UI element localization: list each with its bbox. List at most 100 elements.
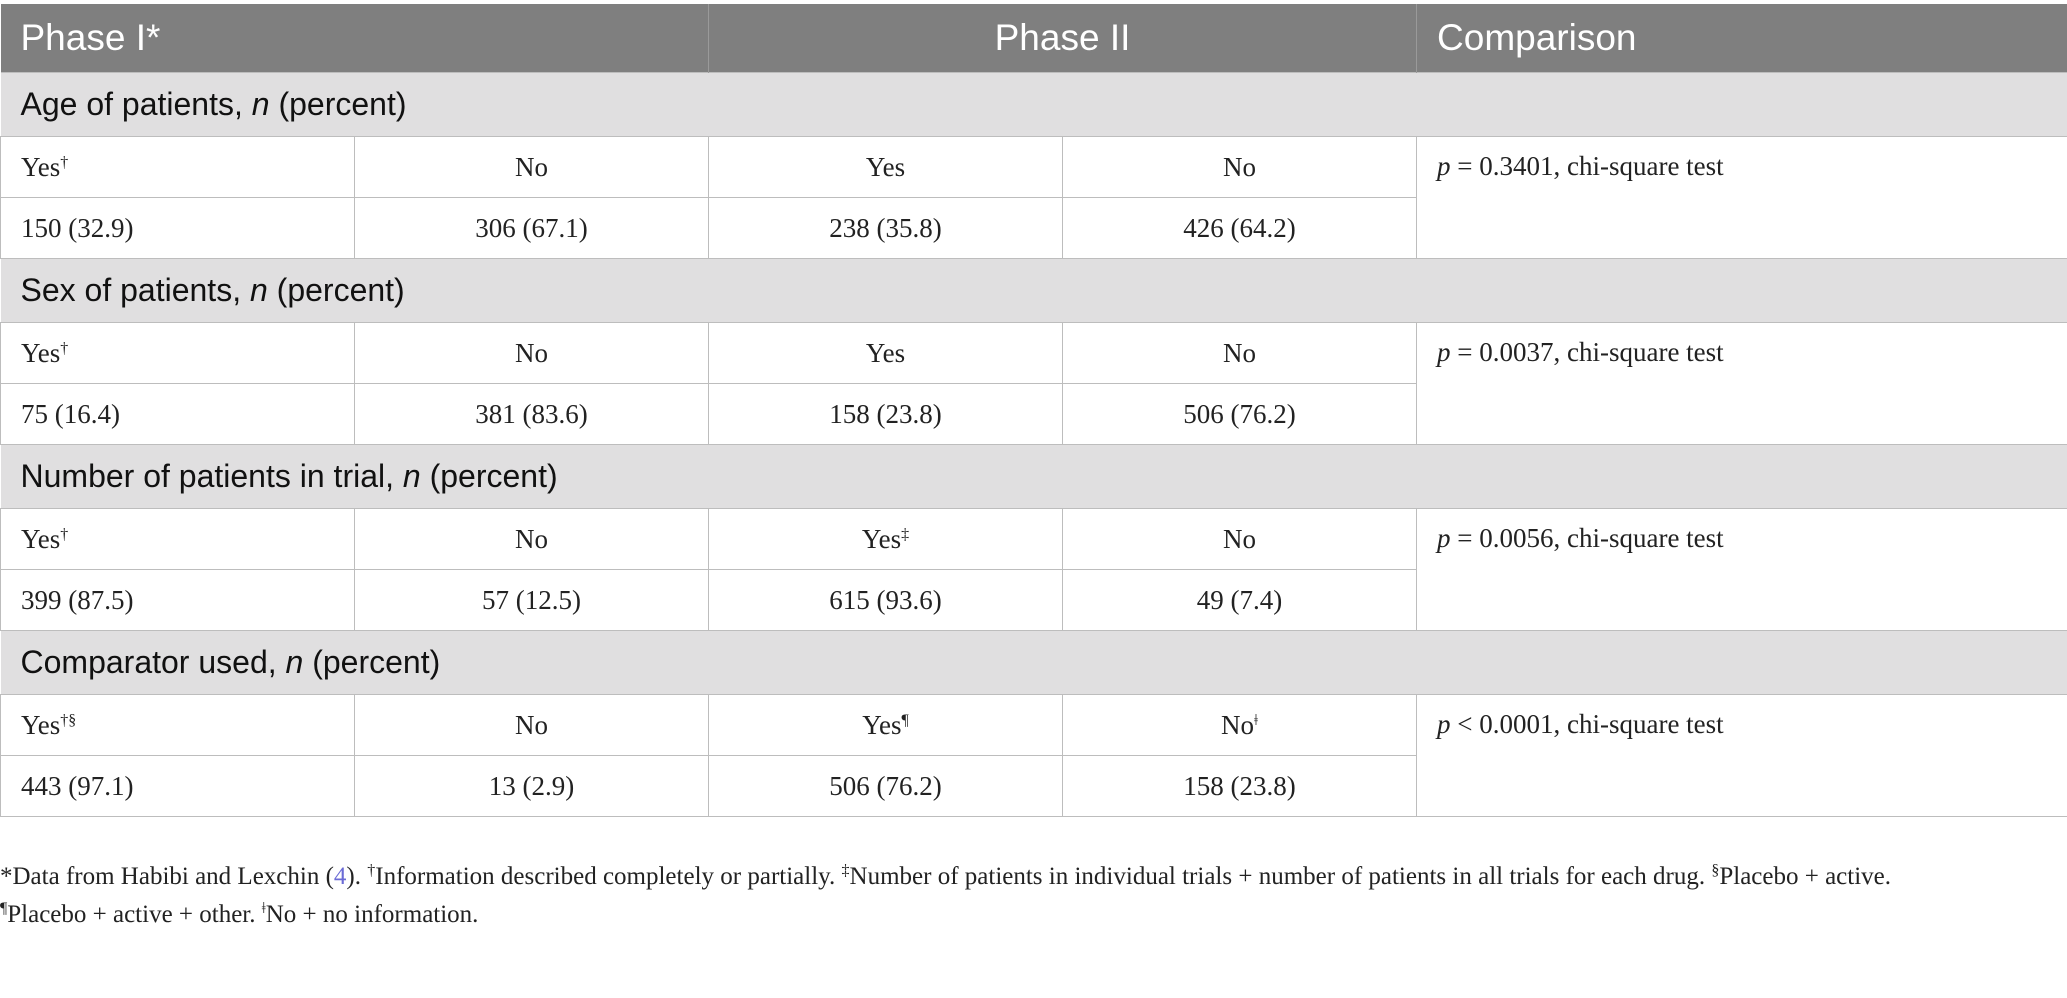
value-cell: 615 (93.6) <box>708 569 1063 631</box>
label-footnote-mark: †§ <box>60 711 77 729</box>
reference-link[interactable]: 4 <box>333 863 347 890</box>
comparison-text: = 0.0037, chi-square test <box>1450 337 1724 367</box>
value-cell: 57 (12.5) <box>354 569 709 631</box>
label-footnote-mark: † <box>60 525 69 543</box>
comparison-cell: p = 0.3401, chi-square test <box>1416 136 2067 259</box>
label-text: Yes <box>865 337 906 368</box>
comparison-cell: p < 0.0001, chi-square test <box>1416 694 2067 817</box>
value-cell: 238 (35.8) <box>708 197 1063 259</box>
section-title: Comparator used, n (percent) <box>0 630 2067 695</box>
section-row: Sex of patients, n (percent) <box>0 258 2067 323</box>
section-title-suffix: (percent) <box>267 272 405 308</box>
label-footnote-mark: ‡ <box>901 525 910 543</box>
label-text: Yes <box>21 337 61 368</box>
section-title-text: Number of patients in trial, <box>20 458 403 494</box>
label-text: No <box>515 709 548 740</box>
label-cell: No <box>354 508 709 570</box>
section-row: Age of patients, n (percent) <box>0 72 2067 137</box>
label-cell: Yes‡ <box>708 508 1063 570</box>
footnote-part4: Number of patients in individual trials … <box>849 863 1712 890</box>
label-row: Yes† No Yes No p = 0.0037, chi-square test <box>0 322 2067 445</box>
p-label: p <box>1437 337 1451 367</box>
footnote-part5: Placebo + active. <box>1719 863 1892 890</box>
section-title-suffix: (percent) <box>303 644 441 680</box>
value-cell: 381 (83.6) <box>354 383 709 445</box>
label-cell: No <box>354 136 709 198</box>
label-cell: No <box>1061 508 1418 570</box>
value-cell: 306 (67.1) <box>354 197 709 259</box>
section-title-suffix: (percent) <box>269 86 407 122</box>
section-title: Sex of patients, n (percent) <box>0 258 2067 323</box>
value-row: 399 (87.5) 57 (12.5) 615 (93.6) 49 (7.4) <box>0 569 2067 631</box>
label-text: No <box>1221 709 1255 740</box>
footnote-part6: Placebo + active + other. <box>7 901 262 928</box>
label-footnote-mark: ǂ <box>1254 711 1258 729</box>
label-text: No <box>515 523 548 554</box>
section-title-suffix: (percent) <box>420 458 558 494</box>
label-text: Yes <box>861 523 902 554</box>
footnote-part7: No + no information. <box>265 901 479 928</box>
label-footnote-mark: ¶ <box>901 711 909 729</box>
label-text: Yes <box>21 709 61 740</box>
footnote-part3: Information described completely or part… <box>375 863 842 890</box>
label-cell: Yes† <box>0 322 355 384</box>
label-text: No <box>515 337 548 368</box>
comparison-table: Phase I* Phase II Comparison Age of pati… <box>0 4 2067 817</box>
comparison-text: = 0.3401, chi-square test <box>1450 151 1724 181</box>
value-row: 75 (16.4) 381 (83.6) 158 (23.8) 506 (76.2) <box>0 383 2067 445</box>
label-cell: No <box>354 694 709 756</box>
label-footnote-mark: † <box>60 153 69 171</box>
label-cell: Yes¶ <box>708 694 1063 756</box>
table-footnote: *Data from Habibi and Lexchin (4). †Info… <box>0 858 2060 934</box>
section-title-text: Comparator used, <box>20 644 286 680</box>
header-phase-1: Phase I* <box>0 4 709 73</box>
label-text: Yes <box>21 151 61 182</box>
label-cell: Yes† <box>0 136 355 198</box>
footnote-pilcrow: ¶ <box>0 900 8 917</box>
label-text: Yes <box>21 523 61 554</box>
label-text: Yes <box>865 151 906 182</box>
section-row: Number of patients in trial, n (percent) <box>0 444 2067 509</box>
label-cell: Yes†§ <box>0 694 355 756</box>
label-row: Yes† No Yes No p = 0.3401, chi-square test <box>0 136 2067 259</box>
label-cell: Noǂ <box>1061 694 1418 756</box>
value-cell: 399 (87.5) <box>0 569 355 631</box>
label-row: Yes†§ No Yes¶ Noǂ p < 0.0001, chi-square tes… <box>0 694 2067 817</box>
value-cell: 158 (23.8) <box>708 383 1063 445</box>
value-cell: 158 (23.8) <box>1061 755 1418 817</box>
label-cell: No <box>1061 322 1418 384</box>
label-footnote-mark: † <box>60 339 69 357</box>
label-text: No <box>515 151 548 182</box>
comparison-cell: p = 0.0056, chi-square test <box>1416 508 2067 631</box>
header-row: Phase I* Phase II Comparison <box>0 4 2067 73</box>
p-label: p <box>1437 151 1451 181</box>
label-cell: No <box>354 322 709 384</box>
value-cell: 13 (2.9) <box>354 755 709 817</box>
value-cell: 150 (32.9) <box>0 197 355 259</box>
section-row: Comparator used, n (percent) <box>0 630 2067 695</box>
section-title-text: Age of patients, <box>20 86 252 122</box>
section-title: Number of patients in trial, n (percent) <box>0 444 2067 509</box>
value-cell: 506 (76.2) <box>1061 383 1418 445</box>
section-title-n: n <box>249 272 268 308</box>
value-cell: 443 (97.1) <box>0 755 355 817</box>
comparison-text: = 0.0056, chi-square test <box>1450 523 1724 553</box>
value-row: 443 (97.1) 13 (2.9) 506 (76.2) 158 (23.8) <box>0 755 2067 817</box>
comparison-cell: p = 0.0037, chi-square test <box>1416 322 2067 445</box>
section-title-text: Sex of patients, <box>20 272 250 308</box>
footnote-part2: ). <box>346 863 368 890</box>
footnote-ddagger: ‡ <box>841 862 850 879</box>
label-cell: Yes† <box>0 508 355 570</box>
value-cell: 506 (76.2) <box>708 755 1063 817</box>
value-cell: 49 (7.4) <box>1061 569 1418 631</box>
comparison-text: < 0.0001, chi-square test <box>1450 709 1724 739</box>
value-cell: 426 (64.2) <box>1061 197 1418 259</box>
section-title-n: n <box>402 458 421 494</box>
section-title-n: n <box>285 644 304 680</box>
footnote-dagger: † <box>367 862 376 879</box>
p-label: p <box>1437 709 1451 739</box>
footnote-section: § <box>1711 862 1720 879</box>
header-phase-2: Phase II <box>708 4 1418 73</box>
header-comparison: Comparison <box>1416 4 2067 73</box>
table-container: Phase I* Phase II Comparison Age of pati… <box>0 4 2067 817</box>
